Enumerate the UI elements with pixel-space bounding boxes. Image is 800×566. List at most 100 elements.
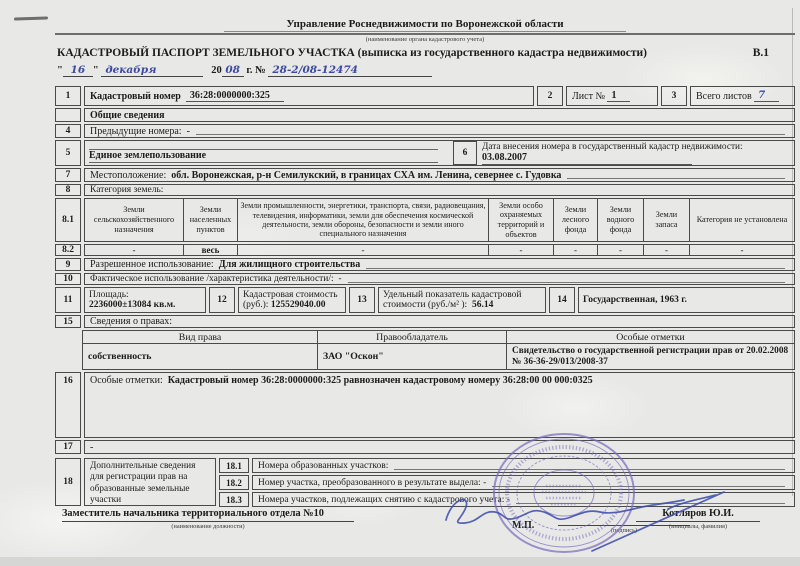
registry-date-label: Дата внесения номера в государственный к…	[482, 141, 743, 152]
cadastral-number-cell: Кадастровый номер 36:28:0000000:325	[84, 86, 534, 106]
actual-use-label: Фактическое использование /характеристик…	[90, 274, 334, 284]
additional-info-label-cell: Дополнительные сведения для регистрации …	[84, 458, 216, 506]
cadastral-value-label2: (руб.):	[243, 300, 269, 310]
land-category-values: - весь - - - - - -	[84, 244, 795, 256]
blank-line	[195, 124, 785, 135]
signer-position: Заместитель начальника территориального …	[62, 508, 354, 522]
rights-header-type: Вид права	[82, 330, 318, 344]
year-century: 20	[211, 65, 222, 76]
row-number-cell: 18.1	[219, 458, 249, 473]
permitted-use-value: Для жилищного строительства	[218, 259, 361, 270]
location-cell: Местоположение: обл. Воронежская, р-н Се…	[84, 168, 795, 182]
row-rights-info: 15 Сведения о правах:	[55, 315, 795, 328]
rights-info-label: Сведения о правах:	[90, 316, 173, 327]
row-permitted-use: 9 Разрешенное использование: Для жилищно…	[55, 258, 795, 271]
category-col-industry: Земли промышленности, энергетики, трансп…	[237, 198, 489, 242]
row-number-cell: 6	[453, 141, 477, 165]
rights-header-notes: Особые отметки	[506, 330, 795, 344]
row-number-cell: 14	[549, 287, 575, 313]
org-name: Управление Роснедвижимости по Воронежско…	[224, 18, 626, 32]
signature-line-block: (подпись)	[558, 513, 690, 534]
year-suffix: г. №	[246, 65, 266, 76]
close-quote: "	[92, 65, 99, 76]
handwritten-day: 16	[70, 64, 86, 76]
general-info-cell: Общие сведения	[84, 108, 795, 122]
specific-value: 56.14	[471, 300, 494, 310]
single-land-use-left: Единое землепользование	[89, 143, 448, 163]
row-number-cell: 16	[55, 372, 81, 438]
land-category-cell: Категория земель:	[84, 184, 795, 196]
removed-parcels-cell: Номера участков, подлежащих снятию с кад…	[252, 492, 795, 507]
row-single-land-use: 5 Единое землепользование 6 Дата внесени…	[55, 140, 795, 166]
category-value: -	[237, 244, 489, 256]
general-info-title: Общие сведения	[90, 109, 165, 121]
permitted-use-cell: Разрешенное использование: Для жилищного…	[84, 258, 795, 271]
row-land-category-options: 8.1 Земли сельскохозяйственного назначен…	[55, 198, 795, 242]
cadastral-value-label: Кадастровая стоимость	[243, 290, 338, 300]
page-edge-line	[792, 8, 793, 496]
row-land-category-values: 8.2 - весь - - - - - -	[55, 244, 795, 256]
cadastral-value-cell: Кадастровая стоимость (руб.): 125529040.…	[238, 287, 346, 313]
category-col-forest: Земли лесного фонда	[553, 198, 598, 242]
name-caption: (инициалы, фамилия)	[668, 523, 728, 530]
category-col-reserve: Земли запаса	[643, 198, 690, 242]
specific-value-cell: Удельный показатель кадастровой стоимост…	[378, 287, 546, 313]
row-number-cell: 9	[55, 258, 81, 271]
subrow-transformed-parcel: 18.2 Номер участка, преобразованного в р…	[219, 475, 795, 490]
open-quote: "	[57, 65, 63, 76]
transformed-parcel-label: Номер участка, преобразованного в резуль…	[258, 477, 481, 488]
sheet-number-label: Лист №	[572, 90, 605, 102]
official-stamp	[493, 433, 635, 553]
right-type-value: собственность	[82, 343, 318, 370]
area-cell: Площадь: 2236000±13084 кв.м.	[84, 287, 206, 313]
row-number-cell: 5	[55, 140, 81, 166]
registry-date-value: 03.08.2007	[482, 152, 692, 165]
row-number-cell: 2	[537, 86, 563, 106]
ownership-system-cell: Государственная, 1963 г.	[578, 287, 795, 313]
row-number-cell: 18.3	[219, 492, 249, 507]
blank-line	[567, 168, 785, 179]
specific-value-label2: стоимости (руб./м² ):	[383, 300, 468, 310]
previous-numbers-value: -	[186, 125, 190, 137]
right-holder-value: ЗАО "Оскон"	[317, 343, 507, 370]
category-value: -	[597, 244, 644, 256]
row-number-cell: 18	[55, 458, 81, 506]
category-value: -	[488, 244, 554, 256]
rights-table-row: собственность ЗАО "Оскон" Свидетельство …	[82, 343, 795, 370]
total-sheets-cell: Всего листов 7	[690, 86, 795, 106]
signer-name: Котляров Ю.И.	[636, 508, 760, 522]
cadastral-value: 125529040.00	[270, 300, 326, 310]
sheet-number-cell: Лист № 1	[566, 86, 658, 106]
category-value: -	[84, 244, 184, 256]
row-previous-numbers: 4 Предыдущие номера: -	[55, 124, 795, 138]
rights-header-holder: Правообладатель	[317, 330, 507, 344]
position-caption: (наименование должности)	[171, 523, 245, 530]
row-general-info: Общие сведения	[55, 108, 795, 122]
signer-position-block: Заместитель начальника территориального …	[62, 508, 354, 530]
actual-use-value: -	[338, 274, 342, 284]
special-notes-label: Особые отметки:	[90, 375, 163, 386]
row-location: 7 Местоположение: обл. Воронежская, р-н …	[55, 168, 795, 182]
form-code: В.1	[752, 47, 769, 59]
document-title: КАДАСТРОВЫЙ ПАСПОРТ ЗЕМЕЛЬНОГО УЧАСТКА (…	[57, 47, 648, 59]
category-col-water: Земли водного фонда	[597, 198, 644, 242]
land-category-columns: Земли сельскохозяйственного назначения З…	[84, 198, 795, 242]
row-17: 17 -	[55, 440, 795, 454]
row-17-value: -	[90, 441, 94, 453]
ownership-system-value: Государственная, 1963 г.	[583, 295, 687, 305]
previous-numbers-label: Предыдущие номера:	[90, 125, 182, 137]
row-number-cell: 12	[209, 287, 235, 313]
category-value: -	[643, 244, 690, 256]
transformed-parcel-cell: Номер участка, преобразованного в резуль…	[252, 475, 795, 490]
previous-numbers-cell: Предыдущие номера: -	[84, 124, 795, 138]
category-value: -	[689, 244, 795, 256]
category-col-not-set: Категория не установлена	[689, 198, 795, 242]
row-number-cell: 8.2	[55, 244, 81, 256]
special-notes-value: Кадастровый номер 36:28:0000000:325 равн…	[167, 375, 593, 386]
blank-line	[89, 144, 438, 150]
row-land-category: 8 Категория земель:	[55, 184, 795, 196]
permitted-use-label: Разрешенное использование:	[90, 259, 214, 270]
formed-parcels-label: Номера образованных участков:	[258, 460, 389, 471]
document-header: Управление Роснедвижимости по Воронежско…	[55, 14, 795, 43]
blank-line	[515, 493, 785, 504]
